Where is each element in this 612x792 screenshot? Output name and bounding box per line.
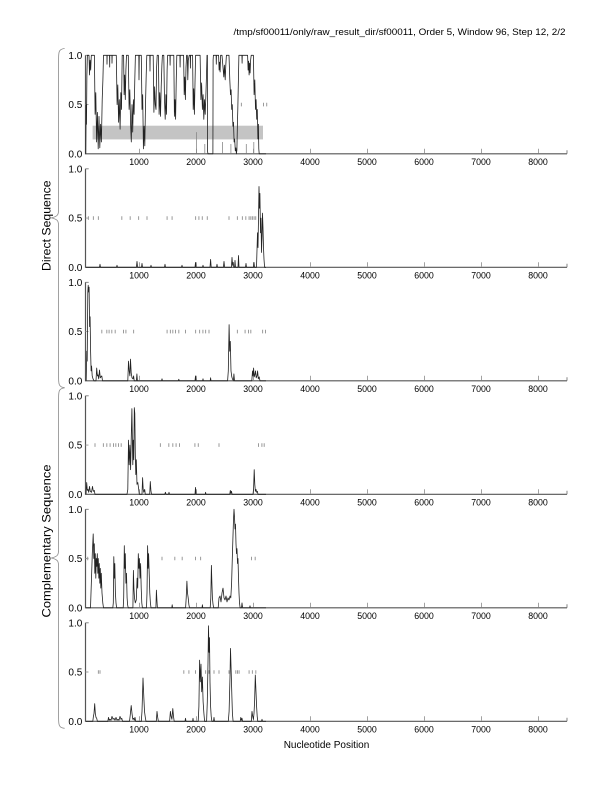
svg-text:2000: 2000 — [186, 611, 206, 621]
svg-text:6000: 6000 — [414, 157, 434, 167]
svg-text:4000: 4000 — [300, 725, 320, 735]
svg-text:5000: 5000 — [357, 611, 377, 621]
svg-text:/tmp/sf00011/only/raw_result_d: /tmp/sf00011/only/raw_result_dir/sf00011… — [234, 27, 566, 38]
svg-text:0.5: 0.5 — [68, 327, 82, 338]
svg-text:6000: 6000 — [414, 725, 434, 735]
svg-text:7000: 7000 — [471, 384, 491, 394]
svg-text:0.5: 0.5 — [68, 554, 82, 565]
svg-text:8000: 8000 — [528, 271, 548, 281]
svg-text:0.0: 0.0 — [68, 603, 82, 614]
svg-text:1.0: 1.0 — [68, 618, 82, 629]
svg-text:4000: 4000 — [300, 611, 320, 621]
svg-text:2000: 2000 — [186, 384, 206, 394]
svg-text:3000: 3000 — [243, 498, 263, 508]
svg-text:7000: 7000 — [471, 725, 491, 735]
svg-text:6000: 6000 — [414, 384, 434, 394]
svg-text:8000: 8000 — [528, 384, 548, 394]
svg-text:7000: 7000 — [471, 271, 491, 281]
svg-text:5000: 5000 — [357, 384, 377, 394]
svg-text:0.5: 0.5 — [68, 441, 82, 452]
svg-text:1000: 1000 — [129, 498, 149, 508]
svg-text:5000: 5000 — [357, 157, 377, 167]
svg-text:7000: 7000 — [471, 157, 491, 167]
svg-text:4000: 4000 — [300, 157, 320, 167]
svg-text:0.0: 0.0 — [68, 263, 82, 274]
svg-text:1.0: 1.0 — [68, 278, 82, 289]
svg-text:Complementary Sequence: Complementary Sequence — [39, 464, 53, 617]
svg-text:4000: 4000 — [300, 271, 320, 281]
svg-text:5000: 5000 — [357, 271, 377, 281]
svg-text:0.5: 0.5 — [68, 100, 82, 111]
svg-text:3000: 3000 — [243, 271, 263, 281]
svg-text:1.0: 1.0 — [68, 391, 82, 402]
svg-text:3000: 3000 — [243, 384, 263, 394]
svg-text:8000: 8000 — [528, 157, 548, 167]
svg-text:Nucleotide Position: Nucleotide Position — [284, 740, 370, 751]
svg-text:1000: 1000 — [129, 611, 149, 621]
svg-text:3000: 3000 — [243, 725, 263, 735]
svg-text:3000: 3000 — [243, 611, 263, 621]
svg-text:0.5: 0.5 — [68, 668, 82, 679]
svg-text:8000: 8000 — [528, 498, 548, 508]
svg-text:4000: 4000 — [300, 384, 320, 394]
svg-text:1000: 1000 — [129, 384, 149, 394]
svg-text:2000: 2000 — [186, 498, 206, 508]
svg-text:0.0: 0.0 — [68, 149, 82, 160]
svg-text:8000: 8000 — [528, 611, 548, 621]
svg-text:2000: 2000 — [186, 157, 206, 167]
svg-text:1000: 1000 — [129, 271, 149, 281]
svg-text:0.0: 0.0 — [68, 490, 82, 501]
svg-text:0.0: 0.0 — [68, 717, 82, 728]
svg-text:Direct Sequence: Direct Sequence — [39, 180, 53, 271]
svg-text:4000: 4000 — [300, 498, 320, 508]
svg-text:6000: 6000 — [414, 498, 434, 508]
svg-text:0.0: 0.0 — [68, 376, 82, 387]
svg-text:3000: 3000 — [243, 157, 263, 167]
svg-text:6000: 6000 — [414, 611, 434, 621]
svg-text:0.5: 0.5 — [68, 214, 82, 225]
svg-text:6000: 6000 — [414, 271, 434, 281]
svg-text:1.0: 1.0 — [68, 505, 82, 516]
svg-text:7000: 7000 — [471, 611, 491, 621]
svg-text:5000: 5000 — [357, 498, 377, 508]
svg-text:7000: 7000 — [471, 498, 491, 508]
svg-text:5000: 5000 — [357, 725, 377, 735]
svg-text:1000: 1000 — [129, 157, 149, 167]
svg-text:2000: 2000 — [186, 271, 206, 281]
svg-text:8000: 8000 — [528, 725, 548, 735]
svg-text:1000: 1000 — [129, 725, 149, 735]
svg-text:1.0: 1.0 — [68, 164, 82, 175]
svg-text:1.0: 1.0 — [68, 51, 82, 62]
svg-text:2000: 2000 — [186, 725, 206, 735]
